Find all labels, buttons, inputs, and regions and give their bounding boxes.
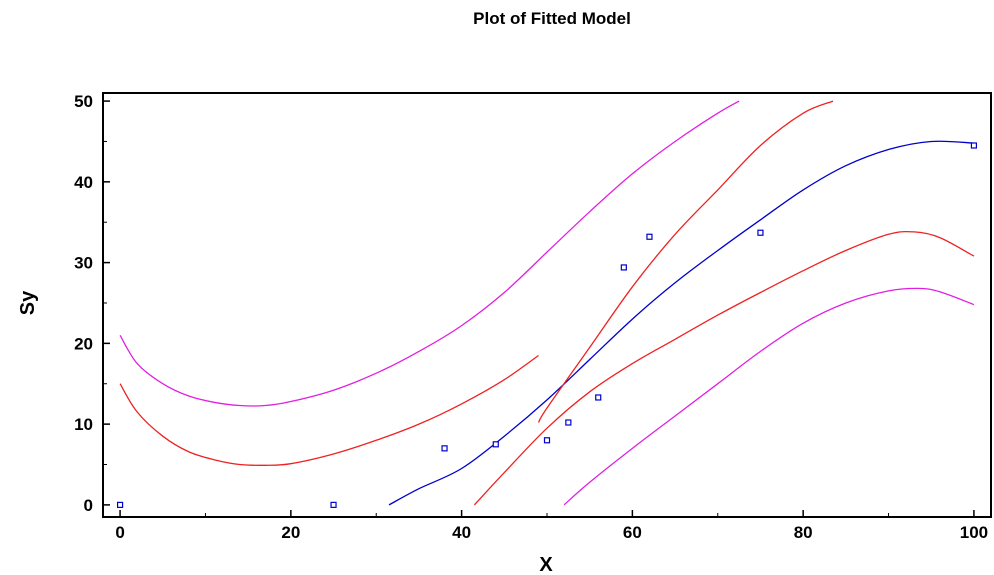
x-tick-label: 100 xyxy=(960,523,988,542)
data-point xyxy=(970,142,978,149)
y-tick-label: 20 xyxy=(74,334,93,353)
y-tick-label: 30 xyxy=(74,254,93,273)
y-tick-label: 50 xyxy=(74,92,93,111)
data-point xyxy=(330,501,337,508)
confidence-upper-line xyxy=(537,100,834,423)
data-point xyxy=(492,441,499,448)
data-point xyxy=(543,437,551,444)
x-axis-label: X xyxy=(539,554,553,575)
y-tick-label: 40 xyxy=(74,173,93,192)
data-point xyxy=(565,419,572,426)
plot-frame xyxy=(102,92,992,518)
data-point xyxy=(116,501,124,508)
y-tick-label: 0 xyxy=(84,496,93,515)
y-axis-label: Sy xyxy=(17,290,39,315)
confidence-lower-line xyxy=(473,230,975,506)
data-point xyxy=(595,394,602,401)
x-tick-label: 60 xyxy=(623,523,642,542)
x-tick-label: 0 xyxy=(115,523,124,542)
prediction-lower-line xyxy=(563,287,975,506)
data-point xyxy=(441,445,448,452)
prediction-upper-line xyxy=(119,100,740,407)
x-tick-label: 40 xyxy=(452,523,471,542)
x-tick-label: 80 xyxy=(794,523,813,542)
y-tick-label: 10 xyxy=(74,415,93,434)
x-tick-label: 20 xyxy=(281,523,300,542)
chart-title: Plot of Fitted Model xyxy=(473,9,631,28)
fit-line xyxy=(388,140,974,506)
data-point xyxy=(620,264,627,271)
lower-branch-line xyxy=(119,354,539,466)
data-point xyxy=(646,233,653,240)
data-point xyxy=(757,229,764,236)
